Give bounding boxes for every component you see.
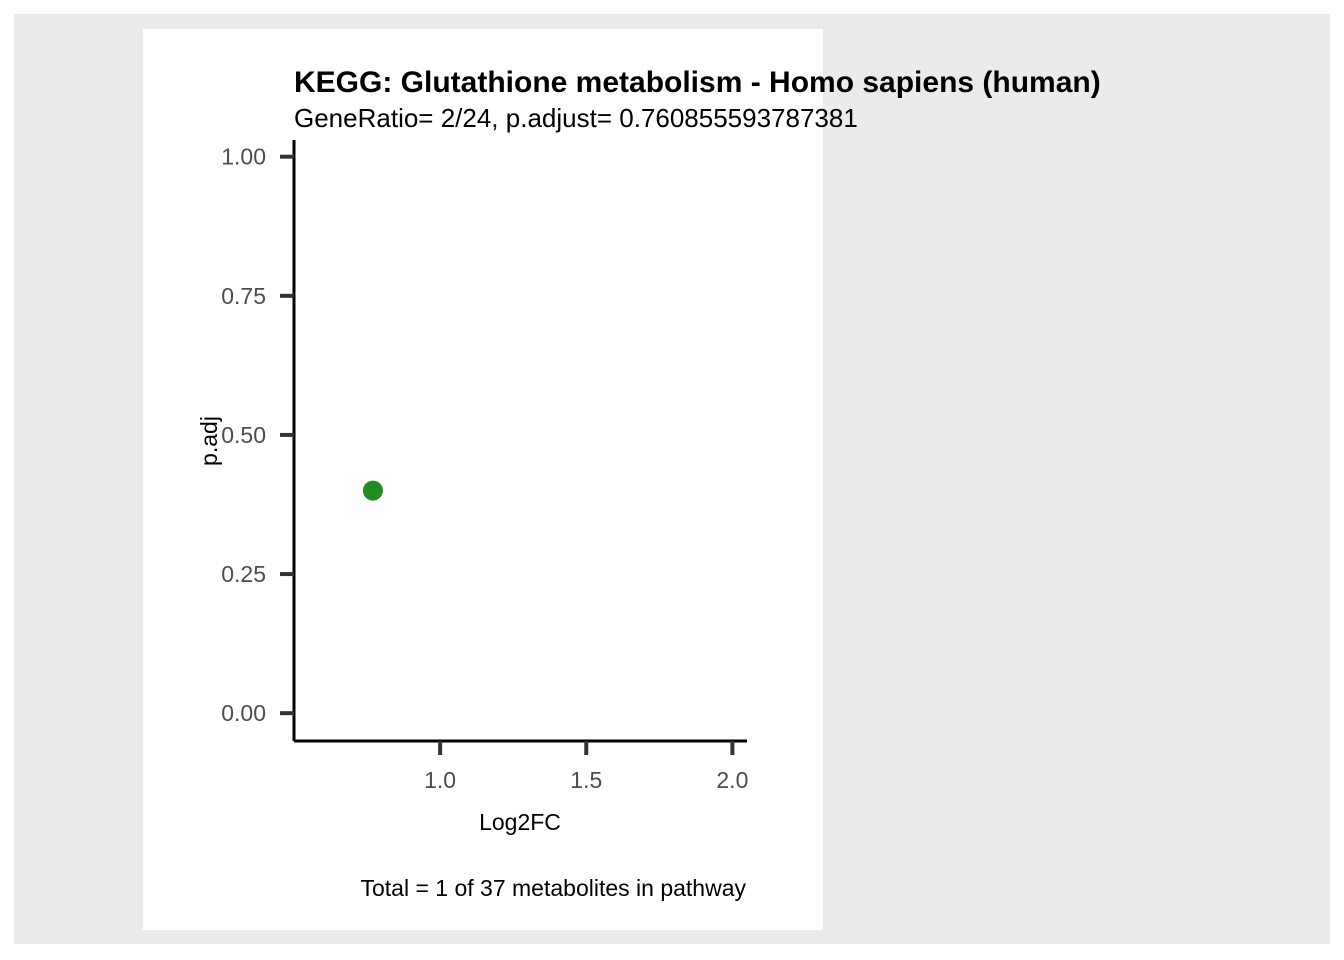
data-point	[362, 480, 383, 501]
y-axis-title: p.adj	[196, 416, 222, 466]
x-tick-label: 1.5	[570, 767, 602, 793]
y-axis-ticks: 0.00 0.25 0.50 0.75 1.00	[221, 144, 294, 726]
y-tick-label: 0.00	[221, 700, 266, 726]
x-axis-title: Log2FC	[479, 809, 561, 835]
chart-caption: Total = 1 of 37 metabolites in pathway	[361, 875, 747, 901]
chart-title: KEGG: Glutathione metabolism - Homo sapi…	[294, 66, 1101, 99]
chart-subtitle: GeneRatio= 2/24, p.adjust= 0.76085559378…	[294, 103, 858, 133]
data-points	[362, 480, 383, 501]
y-tick-label: 0.75	[221, 283, 266, 309]
y-tick-label: 0.25	[221, 561, 266, 587]
y-tick-label: 1.00	[221, 144, 266, 170]
x-axis-ticks: 1.0 1.5 2.0	[424, 741, 748, 793]
x-tick-label: 1.0	[424, 767, 456, 793]
x-tick-label: 2.0	[716, 767, 748, 793]
y-tick-label: 0.50	[221, 422, 266, 448]
plot-panel	[143, 29, 823, 930]
